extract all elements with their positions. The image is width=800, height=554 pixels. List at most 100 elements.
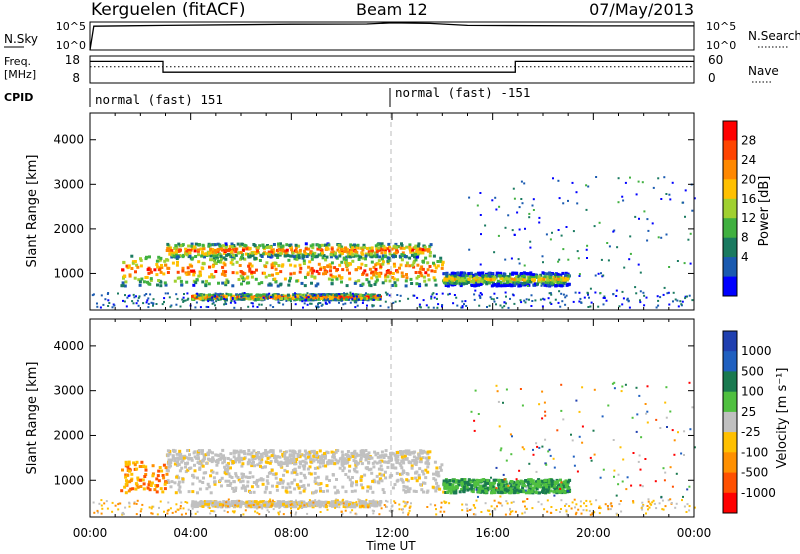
scatter-cell <box>376 249 380 253</box>
scatter-cell <box>571 181 574 184</box>
scatter-cell <box>588 296 590 299</box>
scatter-cell <box>96 302 98 305</box>
scatter-cell <box>181 243 185 247</box>
scatter-cell <box>379 455 383 459</box>
scatter-cell <box>346 263 349 267</box>
scatter-cell <box>308 295 312 299</box>
scatter-cell <box>184 456 188 460</box>
scatter-cell <box>370 246 374 250</box>
scatter-cell <box>264 454 268 458</box>
scatter-cell <box>150 301 153 304</box>
scatter-cell <box>579 505 582 508</box>
scatter-cell <box>218 503 222 507</box>
scatter-cell <box>399 263 403 267</box>
scatter-cell <box>515 275 519 279</box>
scatter-cell <box>230 300 233 302</box>
scatter-cell <box>364 254 368 258</box>
scatter-cell <box>241 248 245 252</box>
scatter-cell <box>359 483 363 487</box>
scatter-cell <box>307 296 310 299</box>
scatter-cell <box>234 301 237 304</box>
scatter-cell <box>469 275 472 279</box>
scatter-cell <box>236 242 240 246</box>
scatter-cell <box>637 180 640 183</box>
scatter-cell <box>523 278 527 282</box>
scatter-cell <box>277 248 281 251</box>
scatter-cell <box>359 266 362 270</box>
scatter-cell <box>233 306 236 309</box>
scatter-cell <box>242 473 245 476</box>
scatter-cell <box>290 248 294 252</box>
scatter-cell <box>374 263 378 267</box>
scatter-cell <box>234 489 237 492</box>
scatter-cell <box>400 478 404 482</box>
scatter-cell <box>488 304 491 307</box>
scatter-cell <box>509 487 513 491</box>
scatter-cell <box>587 185 590 188</box>
scatter-cell <box>252 270 256 274</box>
scatter-cell <box>317 253 321 257</box>
scatter-cell <box>344 473 348 476</box>
scatter-cell <box>337 244 341 247</box>
scatter-cell <box>555 509 558 511</box>
scatter-cell <box>124 460 128 464</box>
scatter-cell <box>359 478 363 482</box>
scatter-cell <box>427 456 431 460</box>
scatter-cell <box>401 469 405 473</box>
scatter-cell <box>334 450 338 454</box>
scatter-cell <box>532 486 536 490</box>
scatter-cell <box>225 253 229 257</box>
scatter-cell <box>510 277 514 281</box>
scatter-cell <box>203 456 207 460</box>
scatter-cell <box>587 292 589 295</box>
scatter-cell <box>170 253 174 257</box>
scatter-cell <box>263 451 267 455</box>
scatter-cell <box>523 264 526 267</box>
scatter-cell <box>224 299 227 302</box>
scatter-cell <box>618 305 621 308</box>
scatter-cell <box>237 278 241 281</box>
scatter-cell <box>232 294 236 298</box>
scatter-cell <box>613 229 616 232</box>
scatter-cell <box>140 277 144 281</box>
scatter-cell <box>600 258 603 261</box>
scatter-cell <box>412 455 416 459</box>
scatter-cell <box>524 479 528 482</box>
scatter-cell <box>232 480 236 484</box>
scatter-cell <box>265 261 269 265</box>
scatter-cell <box>549 292 552 295</box>
scatter-cell <box>505 295 507 298</box>
scatter-cell <box>413 246 417 249</box>
scatter-cell <box>168 296 171 299</box>
scatter-cell <box>512 187 515 190</box>
scatter-cell <box>638 217 640 220</box>
scatter-cell <box>311 253 314 256</box>
scatter-cell <box>416 296 419 299</box>
scatter-cell <box>323 269 327 273</box>
scatter-cell <box>521 282 525 286</box>
scatter-cell <box>275 488 279 492</box>
scatter-cell <box>574 291 577 294</box>
scatter-cell <box>530 305 533 307</box>
scatter-cell <box>275 504 279 508</box>
scatter-cell <box>264 449 268 452</box>
scatter-cell <box>548 276 552 280</box>
scatter-cell <box>125 305 128 308</box>
scatter-cell <box>339 248 343 252</box>
scatter-cell <box>433 270 437 273</box>
scatter-cell <box>345 454 349 458</box>
scatter-cell <box>241 295 244 298</box>
scatter-cell <box>272 502 276 505</box>
scatter-cell <box>307 455 310 459</box>
scatter-cell <box>539 479 542 483</box>
scatter-cell <box>489 280 493 284</box>
scatter-cell <box>274 267 278 271</box>
scatter-cell <box>353 455 357 459</box>
scatter-cell <box>523 281 527 285</box>
scatter-cell <box>542 261 544 264</box>
scatter-cell <box>316 282 320 286</box>
scatter-cell <box>495 208 498 211</box>
scatter-cell <box>408 243 412 247</box>
scatter-cell <box>380 257 384 261</box>
scatter-cell <box>188 251 192 255</box>
